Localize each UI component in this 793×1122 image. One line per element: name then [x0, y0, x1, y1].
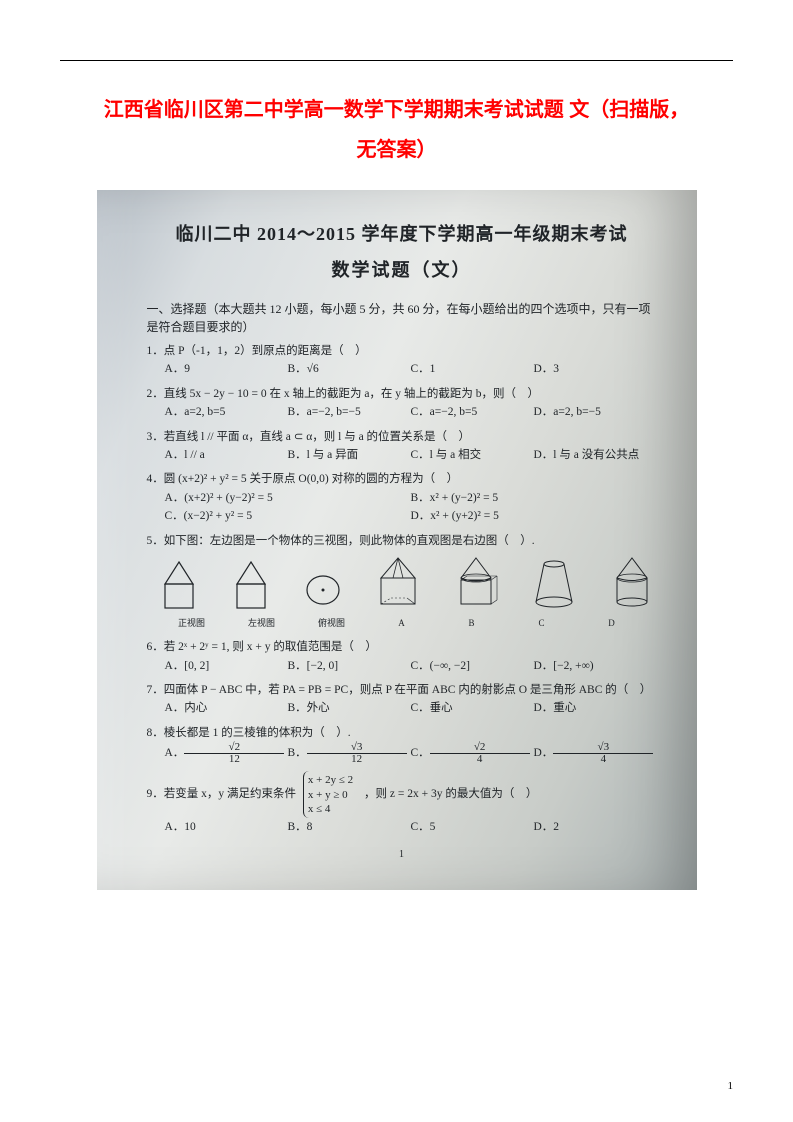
q8-opt-a: A．√212 — [165, 742, 288, 765]
q8-stem: 8．棱长都是 1 的三棱锥的体积为（ ）. — [147, 724, 657, 742]
q9-stem: 9．若变量 x，y 满足约束条件 x + 2y ≤ 2 x + y ≥ 0 x … — [147, 771, 657, 818]
q8-opt-d: D．√34 — [534, 742, 657, 765]
q8-opt-b: B．√312 — [288, 742, 411, 765]
question-6: 6．若 2ˣ + 2ʸ = 1, 则 x + y 的取值范围是（ ） A．[0,… — [147, 638, 657, 675]
q8-options: A．√212 B．√312 C．√24 D．√34 — [165, 742, 657, 765]
q2-opt-a: A．a=2, b=5 — [165, 403, 288, 421]
question-5: 5．如下图：左边图是一个物体的三视图，则此物体的直观图是右边图（ ）. — [147, 532, 657, 631]
q2-opt-d: D．a=2, b=−5 — [534, 403, 657, 421]
shape-front-view-icon — [157, 560, 201, 612]
scanned-exam-page: 临川二中 2014～2015 学年度下学期高一年级期末考试 数学试题（文） 一、… — [97, 190, 697, 890]
q2-opt-c: C．a=−2, b=5 — [411, 403, 534, 421]
q5-label-d: D — [577, 616, 647, 630]
q7-opt-d: D．重心 — [534, 699, 657, 717]
page-number: 1 — [728, 1080, 734, 1092]
q4-stem: 4．圆 (x+2)² + y² = 5 关于原点 O(0,0) 对称的圆的方程为… — [147, 470, 657, 488]
shape-option-c-icon — [529, 556, 579, 612]
q3-opt-b: B．l 与 a 异面 — [288, 446, 411, 464]
q2-stem: 2．直线 5x − 2y − 10 = 0 在 x 轴上的截距为 a，在 y 轴… — [147, 385, 657, 403]
q1-stem: 1．点 P（-1，1，2）到原点的距离是（ ） — [147, 342, 657, 360]
q8-opt-c: C．√24 — [411, 742, 534, 765]
q5-label-c: C — [507, 616, 577, 630]
q5-label-front: 正视图 — [157, 616, 227, 630]
q9-opt-a: A．10 — [165, 818, 288, 836]
q9-stem-post: ，则 z = 2x + 3y 的最大值为（ ） — [364, 788, 537, 800]
q5-label-side: 左视图 — [227, 616, 297, 630]
q9-opt-d: D．2 — [534, 818, 657, 836]
document-title-line2: 无答案） — [60, 130, 733, 170]
q5-label-a: A — [367, 616, 437, 630]
q4-options: A．(x+2)² + (y−2)² = 5 B．x² + (y−2)² = 5 … — [165, 489, 657, 526]
q1-options: A．9 B．√6 C．1 D．3 — [165, 360, 657, 378]
q4-opt-c: C．(x−2)² + y² = 5 — [165, 507, 411, 525]
q3-opt-d: D．l 与 a 没有公共点 — [534, 446, 657, 464]
question-1: 1．点 P（-1，1，2）到原点的距离是（ ） A．9 B．√6 C．1 D．3 — [147, 342, 657, 379]
q3-options: A．l // a B．l 与 a 异面 C．l 与 a 相交 D．l 与 a 没… — [165, 446, 657, 464]
q9-opt-c: C．5 — [411, 818, 534, 836]
q6-opt-d: D．[−2, +∞) — [534, 657, 657, 675]
question-8: 8．棱长都是 1 的三棱锥的体积为（ ）. A．√212 B．√312 C．√2… — [147, 724, 657, 765]
q9-sys-1: x + 2y ≤ 2 — [308, 773, 353, 787]
q6-options: A．[0, 2] B．[−2, 0] C．(−∞, −2] D．[−2, +∞) — [165, 657, 657, 675]
question-7: 7．四面体 P − ABC 中，若 PA = PB = PC，则点 P 在平面 … — [147, 681, 657, 718]
shape-top-view-icon — [301, 560, 345, 612]
q1-opt-c: C．1 — [411, 360, 534, 378]
scan-page-number: 1 — [147, 849, 657, 860]
q4-opt-b: B．x² + (y−2)² = 5 — [411, 489, 657, 507]
q1-opt-d: D．3 — [534, 360, 657, 378]
exam-subtitle: 数学试题（文） — [147, 256, 657, 282]
q9-sys-3: x ≤ 4 — [308, 802, 353, 816]
q4-opt-d: D．x² + (y+2)² = 5 — [411, 507, 657, 525]
q9-stem-pre: 9．若变量 x，y 满足约束条件 — [147, 788, 297, 800]
q5-shapes — [157, 556, 657, 612]
header-rule — [60, 60, 733, 61]
q5-label-top: 俯视图 — [297, 616, 367, 630]
shape-side-view-icon — [229, 560, 273, 612]
question-4: 4．圆 (x+2)² + y² = 5 关于原点 O(0,0) 对称的圆的方程为… — [147, 470, 657, 525]
q6-opt-c: C．(−∞, −2] — [411, 657, 534, 675]
q1-opt-b: B．√6 — [288, 360, 411, 378]
document-title: 江西省临川区第二中学高一数学下学期期末考试试题 文（扫描版， 无答案） — [60, 90, 733, 170]
q9-options: A．10 B．8 C．5 D．2 — [165, 818, 657, 836]
document-title-line1: 江西省临川区第二中学高一数学下学期期末考试试题 文（扫描版， — [60, 90, 733, 130]
q5-label-b: B — [437, 616, 507, 630]
q3-stem: 3．若直线 l // 平面 α，直线 a ⊂ α，则 l 与 a 的位置关系是（… — [147, 428, 657, 446]
q5-shape-labels: 正视图 左视图 俯视图 A B C D — [157, 616, 647, 630]
shape-option-b-icon — [451, 556, 501, 612]
q7-opt-a: A．内心 — [165, 699, 288, 717]
q9-sys-2: x + y ≥ 0 — [308, 788, 353, 802]
q9-opt-b: B．8 — [288, 818, 411, 836]
shape-option-a-icon — [373, 556, 423, 612]
q2-opt-b: B．a=−2, b=−5 — [288, 403, 411, 421]
q4-opt-a: A．(x+2)² + (y−2)² = 5 — [165, 489, 411, 507]
question-3: 3．若直线 l // 平面 α，直线 a ⊂ α，则 l 与 a 的位置关系是（… — [147, 428, 657, 465]
q7-opt-b: B．外心 — [288, 699, 411, 717]
q7-stem: 7．四面体 P − ABC 中，若 PA = PB = PC，则点 P 在平面 … — [147, 681, 657, 699]
q3-opt-c: C．l 与 a 相交 — [411, 446, 534, 464]
q6-opt-a: A．[0, 2] — [165, 657, 288, 675]
question-9: 9．若变量 x，y 满足约束条件 x + 2y ≤ 2 x + y ≥ 0 x … — [147, 771, 657, 836]
exam-title: 临川二中 2014～2015 学年度下学期高一年级期末考试 — [147, 220, 657, 246]
q2-options: A．a=2, b=5 B．a=−2, b=−5 C．a=−2, b=5 D．a=… — [165, 403, 657, 421]
q6-stem: 6．若 2ˣ + 2ʸ = 1, 则 x + y 的取值范围是（ ） — [147, 638, 657, 656]
section-1-heading: 一、选择题（本大题共 12 小题，每小题 5 分，共 60 分，在每小题给出的四… — [147, 300, 657, 336]
q6-opt-b: B．[−2, 0] — [288, 657, 411, 675]
q5-stem: 5．如下图：左边图是一个物体的三视图，则此物体的直观图是右边图（ ）. — [147, 532, 657, 550]
q7-opt-c: C．垂心 — [411, 699, 534, 717]
shape-option-d-icon — [607, 556, 657, 612]
q3-opt-a: A．l // a — [165, 446, 288, 464]
q9-constraint-system: x + 2y ≤ 2 x + y ≥ 0 x ≤ 4 — [303, 771, 357, 818]
q7-options: A．内心 B．外心 C．垂心 D．重心 — [165, 699, 657, 717]
q1-opt-a: A．9 — [165, 360, 288, 378]
question-2: 2．直线 5x − 2y − 10 = 0 在 x 轴上的截距为 a，在 y 轴… — [147, 385, 657, 422]
